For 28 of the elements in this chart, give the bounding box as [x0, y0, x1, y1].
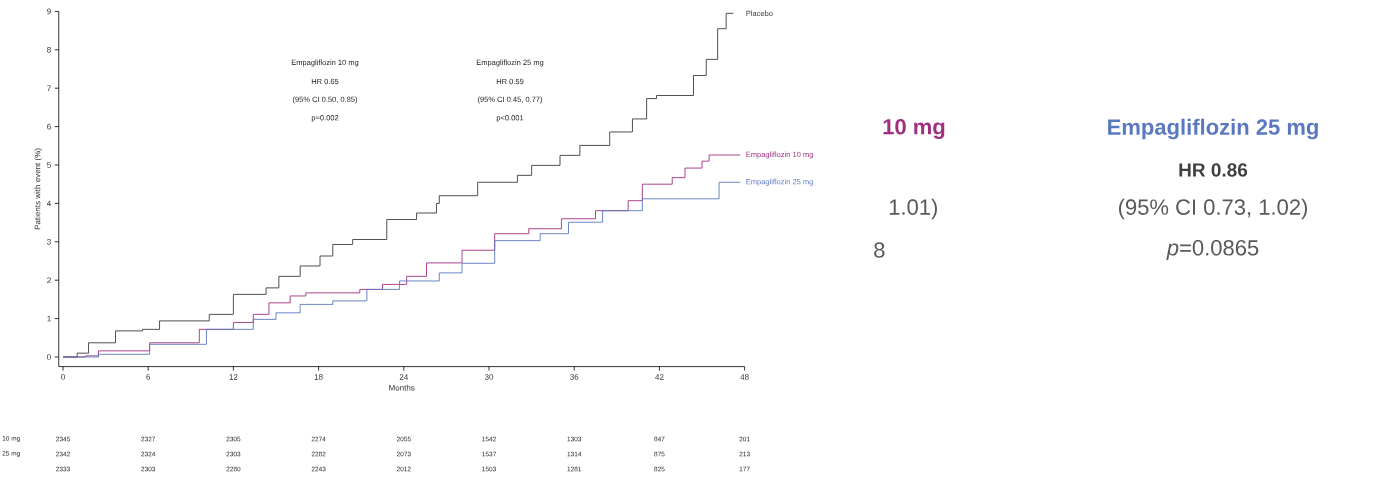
- y-tick-label: 0: [47, 354, 51, 360]
- y-axis-title: Patients with event (%): [34, 148, 42, 230]
- x-tick-label: 0: [61, 374, 65, 380]
- x-tick-label: 12: [229, 374, 238, 380]
- x-tick-label: 24: [399, 374, 409, 380]
- x-tick-label: 36: [570, 374, 579, 380]
- y-tick-label: 8: [47, 46, 51, 53]
- x-tick-label: 18: [314, 374, 323, 380]
- y-tick-label: 1: [47, 315, 51, 322]
- x-tick-label: 42: [655, 374, 664, 380]
- x-tick-label: 6: [146, 374, 151, 380]
- x-axis-title: Months: [389, 384, 415, 391]
- text: HR 0.86: [1179, 163, 1248, 177]
- y-tick-label: 9: [47, 8, 51, 15]
- x-tick-label: 48: [740, 374, 749, 380]
- text: 1.01): [889, 198, 937, 220]
- text: 8: [874, 242, 885, 258]
- y-tick-label: 2: [47, 277, 51, 283]
- text: (95% CI 0.73, 1.02): [1118, 198, 1307, 220]
- text: 10 mg: [883, 118, 945, 139]
- y-tick-label: 4: [46, 200, 51, 207]
- y-tick-label: 3: [47, 238, 51, 245]
- text: p=0.0865: [1166, 240, 1259, 260]
- x-tick-label: 30: [484, 374, 494, 380]
- y-tick-label: 7: [47, 85, 51, 91]
- text: Empagliflozin 25 mg: [1108, 118, 1318, 140]
- y-tick-label: 5: [47, 162, 51, 168]
- y-tick-label: 6: [47, 123, 51, 130]
